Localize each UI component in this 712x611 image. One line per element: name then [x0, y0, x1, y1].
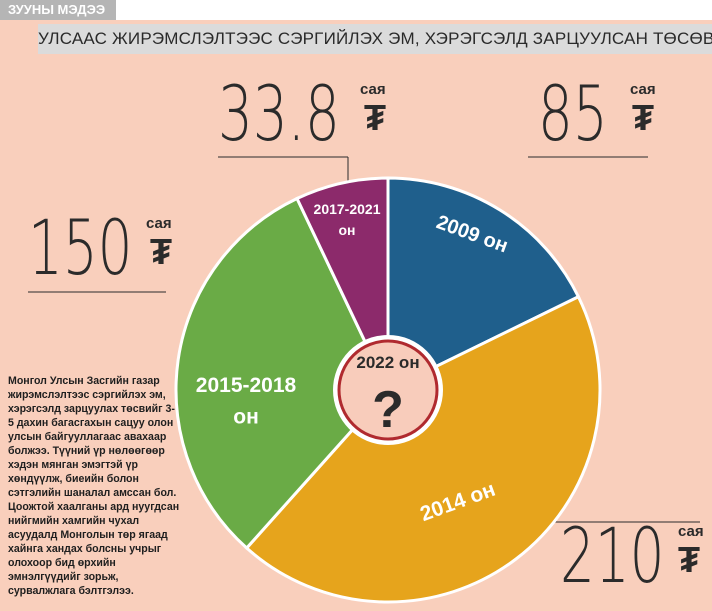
- top-bar: ЗУУНЫ МЭДЭЭ: [0, 0, 712, 20]
- pie-slice-2015-2018-он: [174, 196, 390, 551]
- currency-sign: ₮: [364, 97, 386, 138]
- pie-slice-2017-2021-он: [295, 176, 390, 391]
- currency-sign: ₮: [150, 231, 172, 272]
- pie-slice-2009-он: [386, 176, 581, 393]
- article-note: Монгол Улсын Засгийн газар жирэмслэлтээс…: [8, 375, 180, 597]
- currency-sign: ₮: [678, 539, 700, 580]
- value-number: 85: [538, 69, 608, 158]
- value-number: 150: [28, 203, 133, 292]
- unit-label: сая: [678, 523, 704, 540]
- currency-sign: ₮: [632, 97, 654, 138]
- unit-label: сая: [360, 81, 386, 98]
- value-number: 210: [560, 511, 665, 600]
- unit-label: сая: [146, 215, 172, 232]
- pie-slice-2014-он: [244, 294, 602, 604]
- slice-label-2017-2021-он: 2017-2021 он: [314, 201, 381, 238]
- center-question-mark: ?: [372, 381, 404, 439]
- center-inner-circle: [337, 339, 439, 441]
- value-number: 33.8: [218, 69, 340, 158]
- center-year-label: 2022 он: [356, 353, 419, 372]
- slice-label-2015-2018-он: 2015-2018 он: [196, 374, 297, 429]
- section-tag: ЗУУНЫ МЭДЭЭ: [0, 0, 116, 20]
- unit-label: сая: [630, 81, 656, 98]
- infographic-title: УЛСААС ЖИРЭМСЛЭЛТЭЭС СЭРГИЙЛЭХ ЭМ, ХЭРЭГ…: [38, 24, 712, 54]
